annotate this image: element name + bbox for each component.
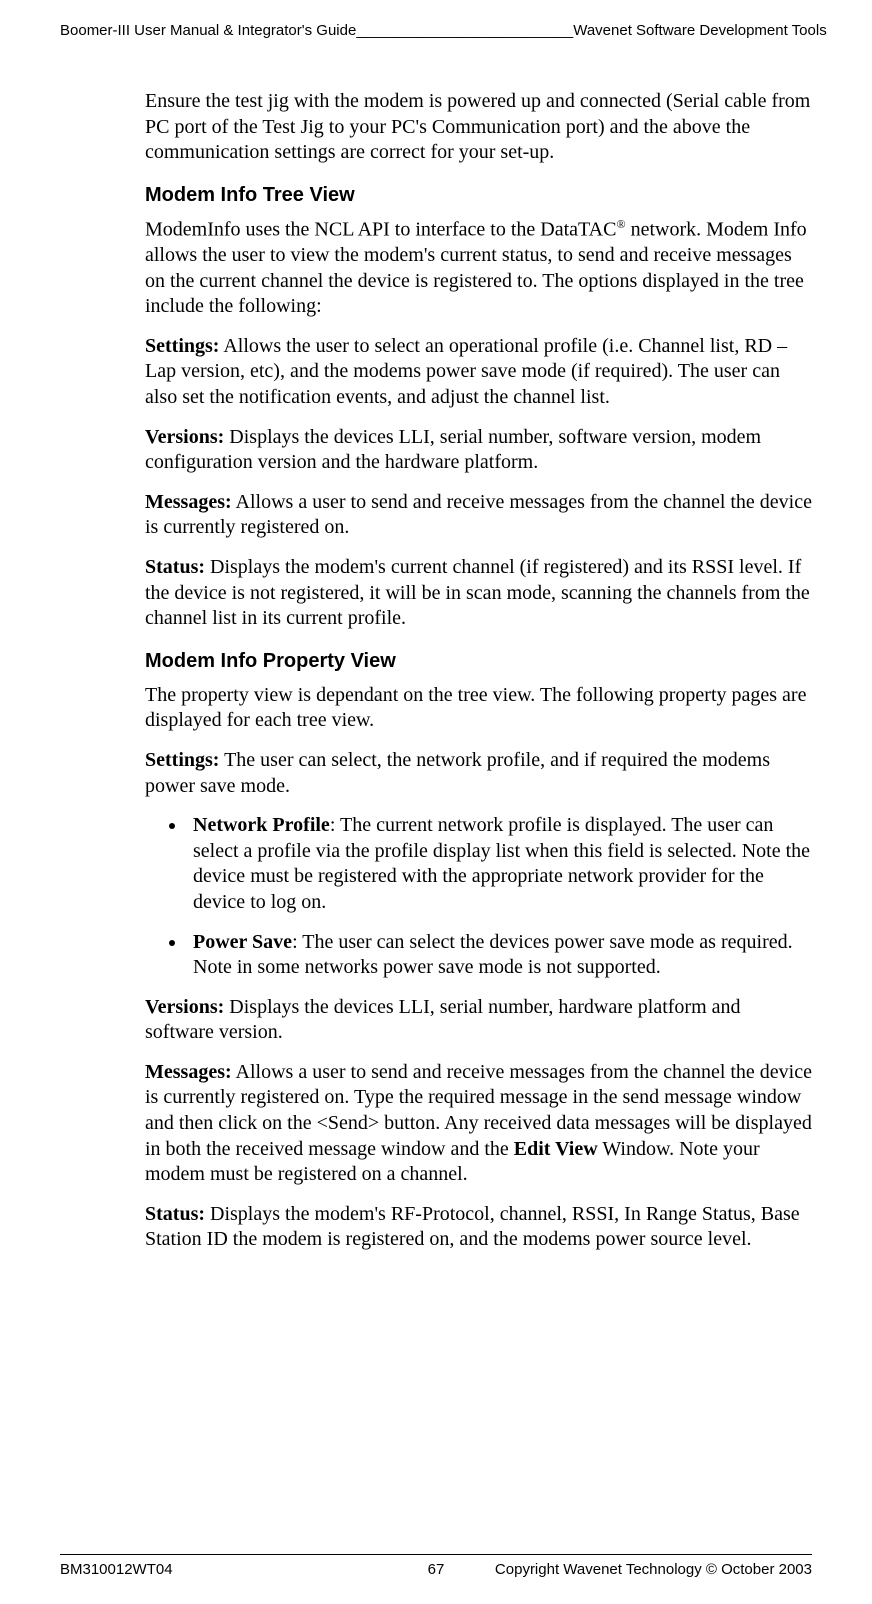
footer-right: Copyright Wavenet Technology © October 2…: [495, 1561, 812, 1578]
versions2-text: Displays the devices LLI, serial number,…: [145, 996, 741, 1044]
page: Boomer-III User Manual & Integrator's Gu…: [0, 0, 872, 1604]
header-left: Boomer-III User Manual & Integrator's Gu…: [60, 22, 573, 39]
intro-paragraph: Ensure the test jig with the modem is po…: [145, 89, 812, 166]
messages-text: Allows a user to send and receive messag…: [145, 491, 812, 539]
list-item-network-profile: Network Profile: The current network pro…: [187, 813, 812, 915]
status-label: Status:: [145, 556, 205, 578]
versions2-paragraph: Versions: Displays the devices LLI, seri…: [145, 995, 812, 1046]
section-heading-tree-view: Modem Info Tree View: [145, 184, 812, 207]
list-item-power-save: Power Save: The user can select the devi…: [187, 930, 812, 981]
settings-label: Settings:: [145, 335, 219, 357]
settings2-label: Settings:: [145, 749, 219, 771]
network-profile-label: Network Profile: [193, 814, 330, 836]
section-heading-property-view: Modem Info Property View: [145, 650, 812, 673]
text-fragment: ModemInfo uses the NCL API to interface …: [145, 218, 616, 240]
versions-label: Versions:: [145, 426, 224, 448]
messages-label: Messages:: [145, 491, 232, 513]
status-paragraph: Status: Displays the modem's current cha…: [145, 555, 812, 632]
power-save-label: Power Save: [193, 931, 292, 953]
registered-mark: ®: [616, 217, 625, 231]
settings2-paragraph: Settings: The user can select, the netwo…: [145, 748, 812, 799]
body-content: Ensure the test jig with the modem is po…: [145, 89, 812, 1253]
messages2-label: Messages:: [145, 1061, 232, 1083]
settings-bullet-list: Network Profile: The current network pro…: [145, 813, 812, 981]
settings-paragraph: Settings: Allows the user to select an o…: [145, 334, 812, 411]
status2-label: Status:: [145, 1203, 205, 1225]
page-footer: BM310012WT04 67 Copyright Wavenet Techno…: [60, 1554, 812, 1578]
page-header: Boomer-III User Manual & Integrator's Gu…: [60, 22, 812, 39]
status2-text: Displays the modem's RF-Protocol, channe…: [145, 1203, 800, 1251]
status-text: Displays the modem's current channel (if…: [145, 556, 810, 629]
property-view-intro: The property view is dependant on the tr…: [145, 683, 812, 734]
versions-text: Displays the devices LLI, serial number,…: [145, 426, 761, 474]
footer-page-number: 67: [428, 1561, 445, 1578]
versions2-label: Versions:: [145, 996, 224, 1018]
footer-left: BM310012WT04: [60, 1561, 173, 1578]
header-right: Wavenet Software Development Tools: [573, 22, 826, 39]
settings-text: Allows the user to select an operational…: [145, 335, 787, 408]
status2-paragraph: Status: Displays the modem's RF-Protocol…: [145, 1202, 812, 1253]
tree-view-intro: ModemInfo uses the NCL API to interface …: [145, 217, 812, 320]
versions-paragraph: Versions: Displays the devices LLI, seri…: [145, 425, 812, 476]
messages-paragraph: Messages: Allows a user to send and rece…: [145, 490, 812, 541]
settings2-text: The user can select, the network profile…: [145, 749, 770, 797]
edit-view-bold: Edit View: [514, 1138, 598, 1160]
messages2-paragraph: Messages: Allows a user to send and rece…: [145, 1060, 812, 1188]
